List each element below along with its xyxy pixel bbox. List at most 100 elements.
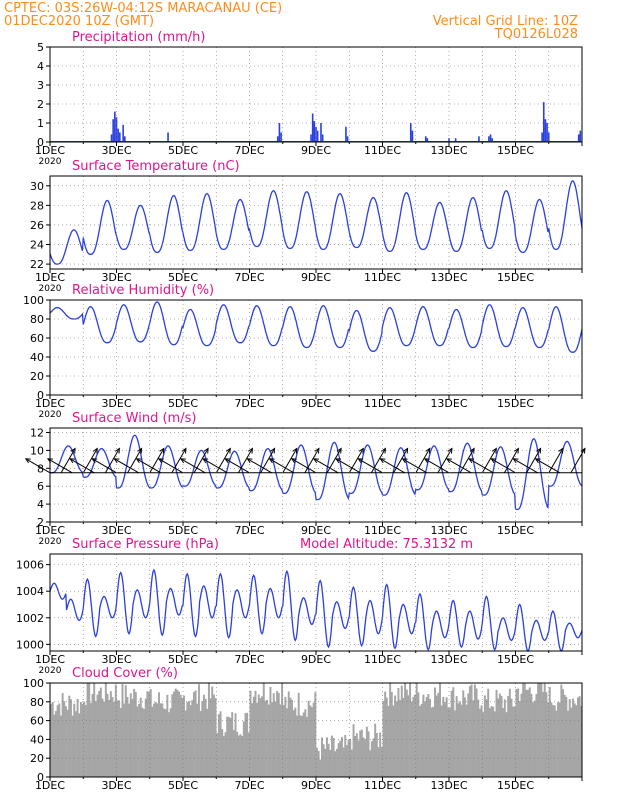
header-model-code: TQ0126L028 [494, 27, 578, 42]
panel-frame-temperature [49, 175, 583, 270]
cloud-bar [146, 691, 149, 777]
cloud-bar [284, 696, 287, 777]
wind-vector-head [248, 447, 253, 454]
cloud-bar [319, 759, 322, 777]
cloud-bar [518, 701, 521, 777]
cloud-bar [54, 710, 57, 777]
cloud-bar [131, 698, 134, 777]
wind-vector [415, 448, 431, 474]
wind-vector-head [403, 447, 409, 454]
cloud-bar [437, 692, 440, 777]
cloud-bar [209, 698, 212, 777]
cloud-bar [327, 743, 330, 777]
x-tick-label: 9DEC [301, 653, 331, 666]
cloud-bar [204, 698, 207, 777]
header-location: CPTEC: 03S:26W-04:12S MARACANAU (CE) [4, 1, 282, 16]
cloud-bar [79, 702, 82, 777]
cloud-bar [299, 715, 302, 777]
panel-annotation-pressure: Model Altitude: 75.3132 m [300, 537, 473, 552]
cloud-bar [550, 702, 553, 777]
wind-vector [104, 448, 120, 474]
wind-vector-head [179, 458, 186, 464]
wind-vector-head [534, 458, 541, 464]
cloud-bar [425, 697, 428, 777]
wind-vector [503, 448, 519, 474]
cloud-bar [59, 715, 62, 777]
precip-bar [345, 126, 347, 142]
wind-vector [459, 448, 475, 474]
y-tick-label: 60 [30, 332, 44, 345]
cloud-bar [324, 748, 327, 777]
cloud-bar [61, 693, 64, 777]
wind-vector-head [135, 458, 142, 464]
cloud-bar [365, 726, 368, 777]
cloud-bar [74, 711, 77, 777]
cloud-bar [264, 700, 267, 777]
wind-vector-head [203, 447, 209, 454]
x-tick-label: 1DEC [35, 524, 65, 537]
cloud-bar [449, 707, 451, 777]
x-tick-label: 3DEC [101, 779, 131, 792]
wind-vector-head [70, 447, 76, 454]
humidity-line [49, 301, 583, 353]
cloud-bar [138, 703, 141, 777]
x-tick-label: 15DEC [497, 144, 534, 157]
cloud-bar [535, 694, 538, 777]
x-tick-label: 3DEC [101, 653, 131, 666]
cloud-bar [109, 691, 112, 777]
cloud-bar [159, 703, 162, 777]
cloud-bar [573, 703, 576, 777]
cloud-bar [568, 699, 571, 777]
cloud-bar [447, 707, 450, 777]
cloud-bar [565, 696, 568, 777]
y-tick-label: 10 [30, 444, 44, 457]
cloud-bar [410, 701, 413, 777]
cloud-bar [555, 710, 558, 777]
cloud-bar [577, 697, 579, 777]
wind-vector [136, 458, 162, 474]
cloud-bar [468, 686, 471, 777]
cloud-bar [507, 695, 510, 777]
y-tick-label: 40 [30, 351, 44, 364]
cloud-bar [286, 708, 289, 777]
cloud-bar [104, 683, 107, 777]
cloud-bar [168, 712, 170, 777]
y-tick-label: 30 [30, 180, 44, 193]
wind-vector [402, 458, 428, 474]
cloud-bar [510, 698, 513, 777]
temperature-line [49, 180, 583, 265]
precip-bar [491, 138, 494, 142]
cloud-bar [197, 684, 200, 777]
cloud-bar [560, 684, 563, 777]
cloud-bar [78, 713, 81, 777]
cloud-bar [149, 689, 152, 777]
wind-vector [60, 448, 76, 474]
wind-vector-head [401, 458, 408, 464]
cloud-bar [306, 716, 308, 777]
x-tick-label: 3DEC [101, 397, 131, 410]
cloud-bar [176, 689, 179, 777]
wind-vector-head [290, 458, 297, 464]
cloud-bar [179, 694, 182, 777]
cloud-bar [151, 706, 154, 777]
y-tick-label: 1004 [16, 585, 44, 598]
cloud-bar [500, 695, 503, 777]
wind-vector [158, 458, 184, 474]
cloud-bar [405, 689, 408, 777]
cloud-bar [374, 723, 377, 777]
cloud-bar [392, 705, 395, 777]
y-tick-label: 12 [30, 426, 44, 439]
cloud-bar [394, 695, 397, 777]
wind-vector-head [491, 447, 497, 454]
cloud-bar [58, 703, 61, 777]
cloud-bar [201, 701, 204, 777]
cloud-bar [212, 694, 215, 777]
cloud-bar [335, 748, 338, 777]
wind-vector-head [69, 458, 76, 464]
cloud-bar [517, 688, 520, 777]
cloud-bar [472, 700, 475, 777]
wind-vector-head [536, 447, 542, 454]
precip-bar [489, 134, 492, 142]
cloud-bar [317, 751, 320, 777]
cloud-bar [552, 705, 555, 777]
